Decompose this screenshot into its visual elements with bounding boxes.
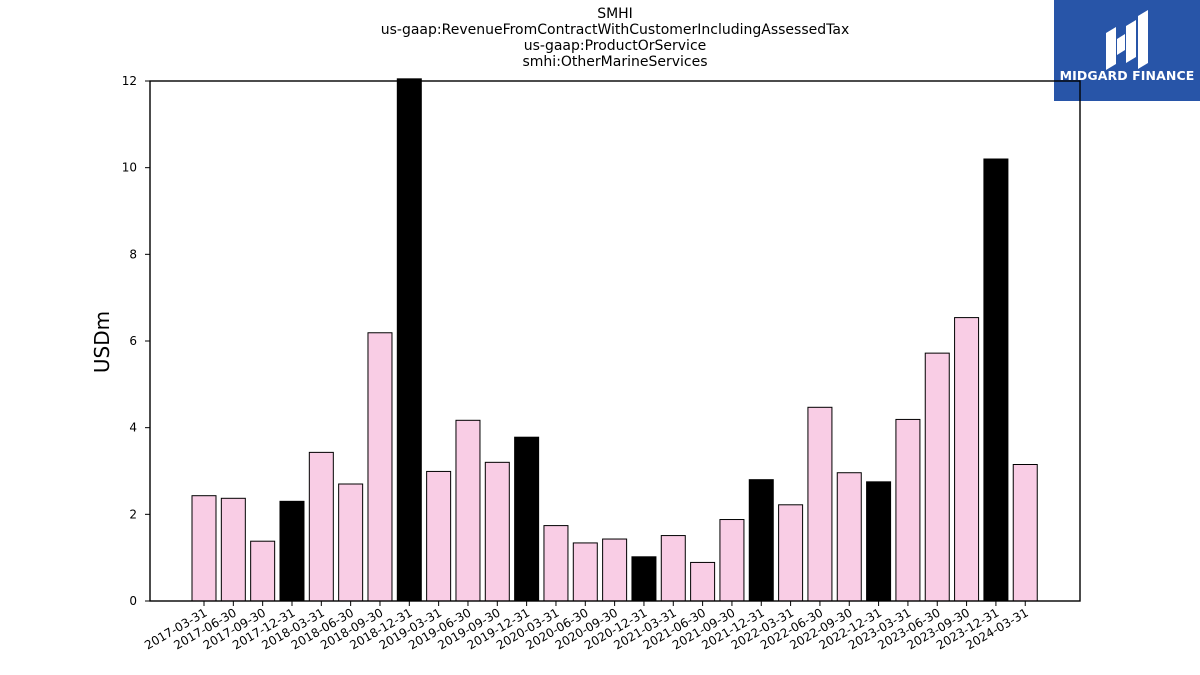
bar-2017-12-31 — [279, 500, 305, 602]
bar-2018-03-31 — [308, 451, 334, 602]
bar-2022-09-30 — [836, 472, 862, 602]
title-line-4: smhi:OtherMarineServices — [522, 54, 708, 70]
bar-2019-09-30 — [484, 461, 510, 602]
bar-2021-03-31 — [660, 535, 686, 602]
bar-2022-03-31 — [778, 504, 804, 602]
bar-2022-12-31 — [866, 481, 892, 602]
midgard-finance-logo: MIDGARD FINANCE — [1054, 0, 1200, 101]
bar-2019-03-31 — [426, 470, 452, 602]
bar-2018-09-30 — [367, 332, 393, 602]
bar-2022-06-30 — [807, 406, 833, 602]
bar-2017-09-30 — [250, 540, 276, 602]
y-tick-label: 12 — [122, 74, 137, 88]
y-tick-label: 0 — [129, 594, 137, 608]
bar-2023-12-31 — [983, 158, 1009, 602]
chart-title: SMHI us-gaap:RevenueFromContractWithCust… — [0, 6, 1200, 70]
bar-2018-06-30 — [338, 483, 364, 602]
bar-2020-06-30 — [572, 542, 598, 602]
bar-2023-06-30 — [924, 352, 950, 602]
bar-2021-09-30 — [719, 519, 745, 602]
title-line-1: SMHI — [597, 6, 633, 22]
bar-2018-12-31 — [396, 78, 422, 602]
bar-2023-03-31 — [895, 418, 921, 602]
bar-2020-09-30 — [602, 538, 628, 602]
midgard-logo-icon — [1106, 10, 1148, 70]
bar-2023-09-30 — [954, 317, 980, 602]
bar-2024-03-31 — [1012, 464, 1038, 602]
y-tick-label: 2 — [129, 507, 137, 521]
bar-2019-06-30 — [455, 419, 481, 602]
y-axis-label: USDm — [90, 311, 114, 373]
y-tick-label: 10 — [122, 161, 137, 175]
bar-2021-12-31 — [748, 479, 774, 602]
bars-group — [191, 78, 1038, 602]
bar-2017-06-30 — [220, 497, 246, 602]
plot-frame — [149, 80, 1081, 602]
bar-2020-12-31 — [631, 556, 657, 602]
bar-2021-06-30 — [690, 561, 716, 602]
bar-2017-03-31 — [191, 495, 217, 602]
title-line-3: us-gaap:ProductOrService — [523, 38, 707, 54]
logo-text: MIDGARD FINANCE — [1059, 68, 1195, 83]
y-tick-label: 8 — [129, 247, 137, 261]
y-axis-ticks: 0 2 4 6 8 10 12 — [122, 74, 150, 608]
bar-2020-03-31 — [543, 525, 569, 602]
y-tick-label: 4 — [129, 421, 137, 435]
x-axis-ticks: 2017-03-312017-06-302017-09-302017-12-31… — [142, 601, 1031, 652]
title-line-2: us-gaap:RevenueFromContractWithCustomerI… — [380, 22, 850, 38]
y-tick-label: 6 — [129, 334, 137, 348]
bar-2019-12-31 — [514, 436, 540, 602]
